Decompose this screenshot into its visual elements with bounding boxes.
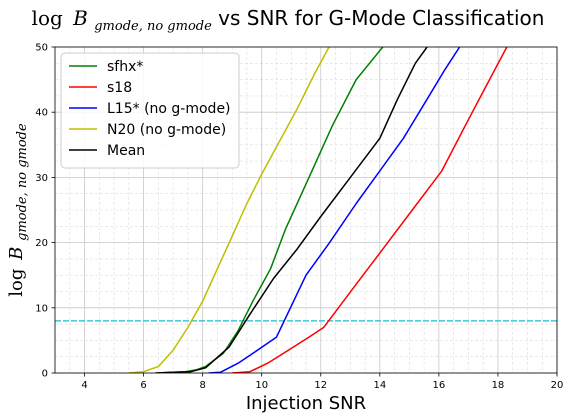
legend-label: L15* (no g-mode) [107,101,231,117]
series-lines [128,47,508,373]
series-line-3 [128,47,330,373]
x-tick-label: 14 [373,380,386,391]
y-tick-label: 50 [35,43,48,54]
x-axis-ticks: 4 6 8 10 12 14 16 18 20 [81,373,563,391]
y-tick-label: 0 [42,369,48,380]
series-line-2 [208,47,461,373]
plot-frame [54,46,558,374]
title-subscript: gmode, no gmode [94,19,212,34]
x-tick-label: 16 [433,380,446,391]
ylabel-log: log [6,269,27,297]
y-tick-label: 20 [35,238,48,249]
x-tick-label: 10 [255,380,268,391]
legend: sfhx* s18 L15* (no g-mode) N20 (no g-mode) M… [60,52,240,169]
y-tick-label: 30 [35,173,48,184]
ylabel-symbol: B [6,247,27,261]
y-axis-label: log B gmode, no gmode [6,123,30,297]
title-symbol: B [72,6,88,30]
svg-text:log B gmode, no gm: log B gmode, no gmode [6,123,30,297]
y-axis-ticks: 0 10 20 30 40 50 [35,43,55,380]
y-tick-label: 10 [35,303,48,314]
x-tick-label: 18 [492,380,505,391]
x-tick-label: 20 [551,380,564,391]
legend-label: sfhx* [107,59,143,75]
series-line-4 [155,47,428,373]
svg-text:log B gmode, no gm: log B gmode, no gmode vs SNR for G-Mode … [32,6,545,35]
minor-grid [54,47,557,373]
x-tick-label: 6 [140,380,146,391]
title-suffix: vs SNR for G-Mode Classification [218,6,544,30]
x-tick-label: 4 [81,380,87,391]
legend-label: Mean [107,143,145,159]
series-line-1 [232,47,508,373]
y-tick-label: 40 [35,108,48,119]
legend-label: N20 (no g-mode) [107,122,226,138]
ylabel-subscript: gmode, no gmode [15,123,30,241]
legend-label: s18 [107,80,132,96]
legend-box [60,52,240,169]
chart-title: log B gmode, no gmode vs SNR for G-Mode … [32,6,545,35]
x-tick-label: 12 [314,380,327,391]
x-tick-label: 8 [199,380,205,391]
x-axis-label: Injection SNR [246,393,366,414]
title-log: log [32,6,63,30]
